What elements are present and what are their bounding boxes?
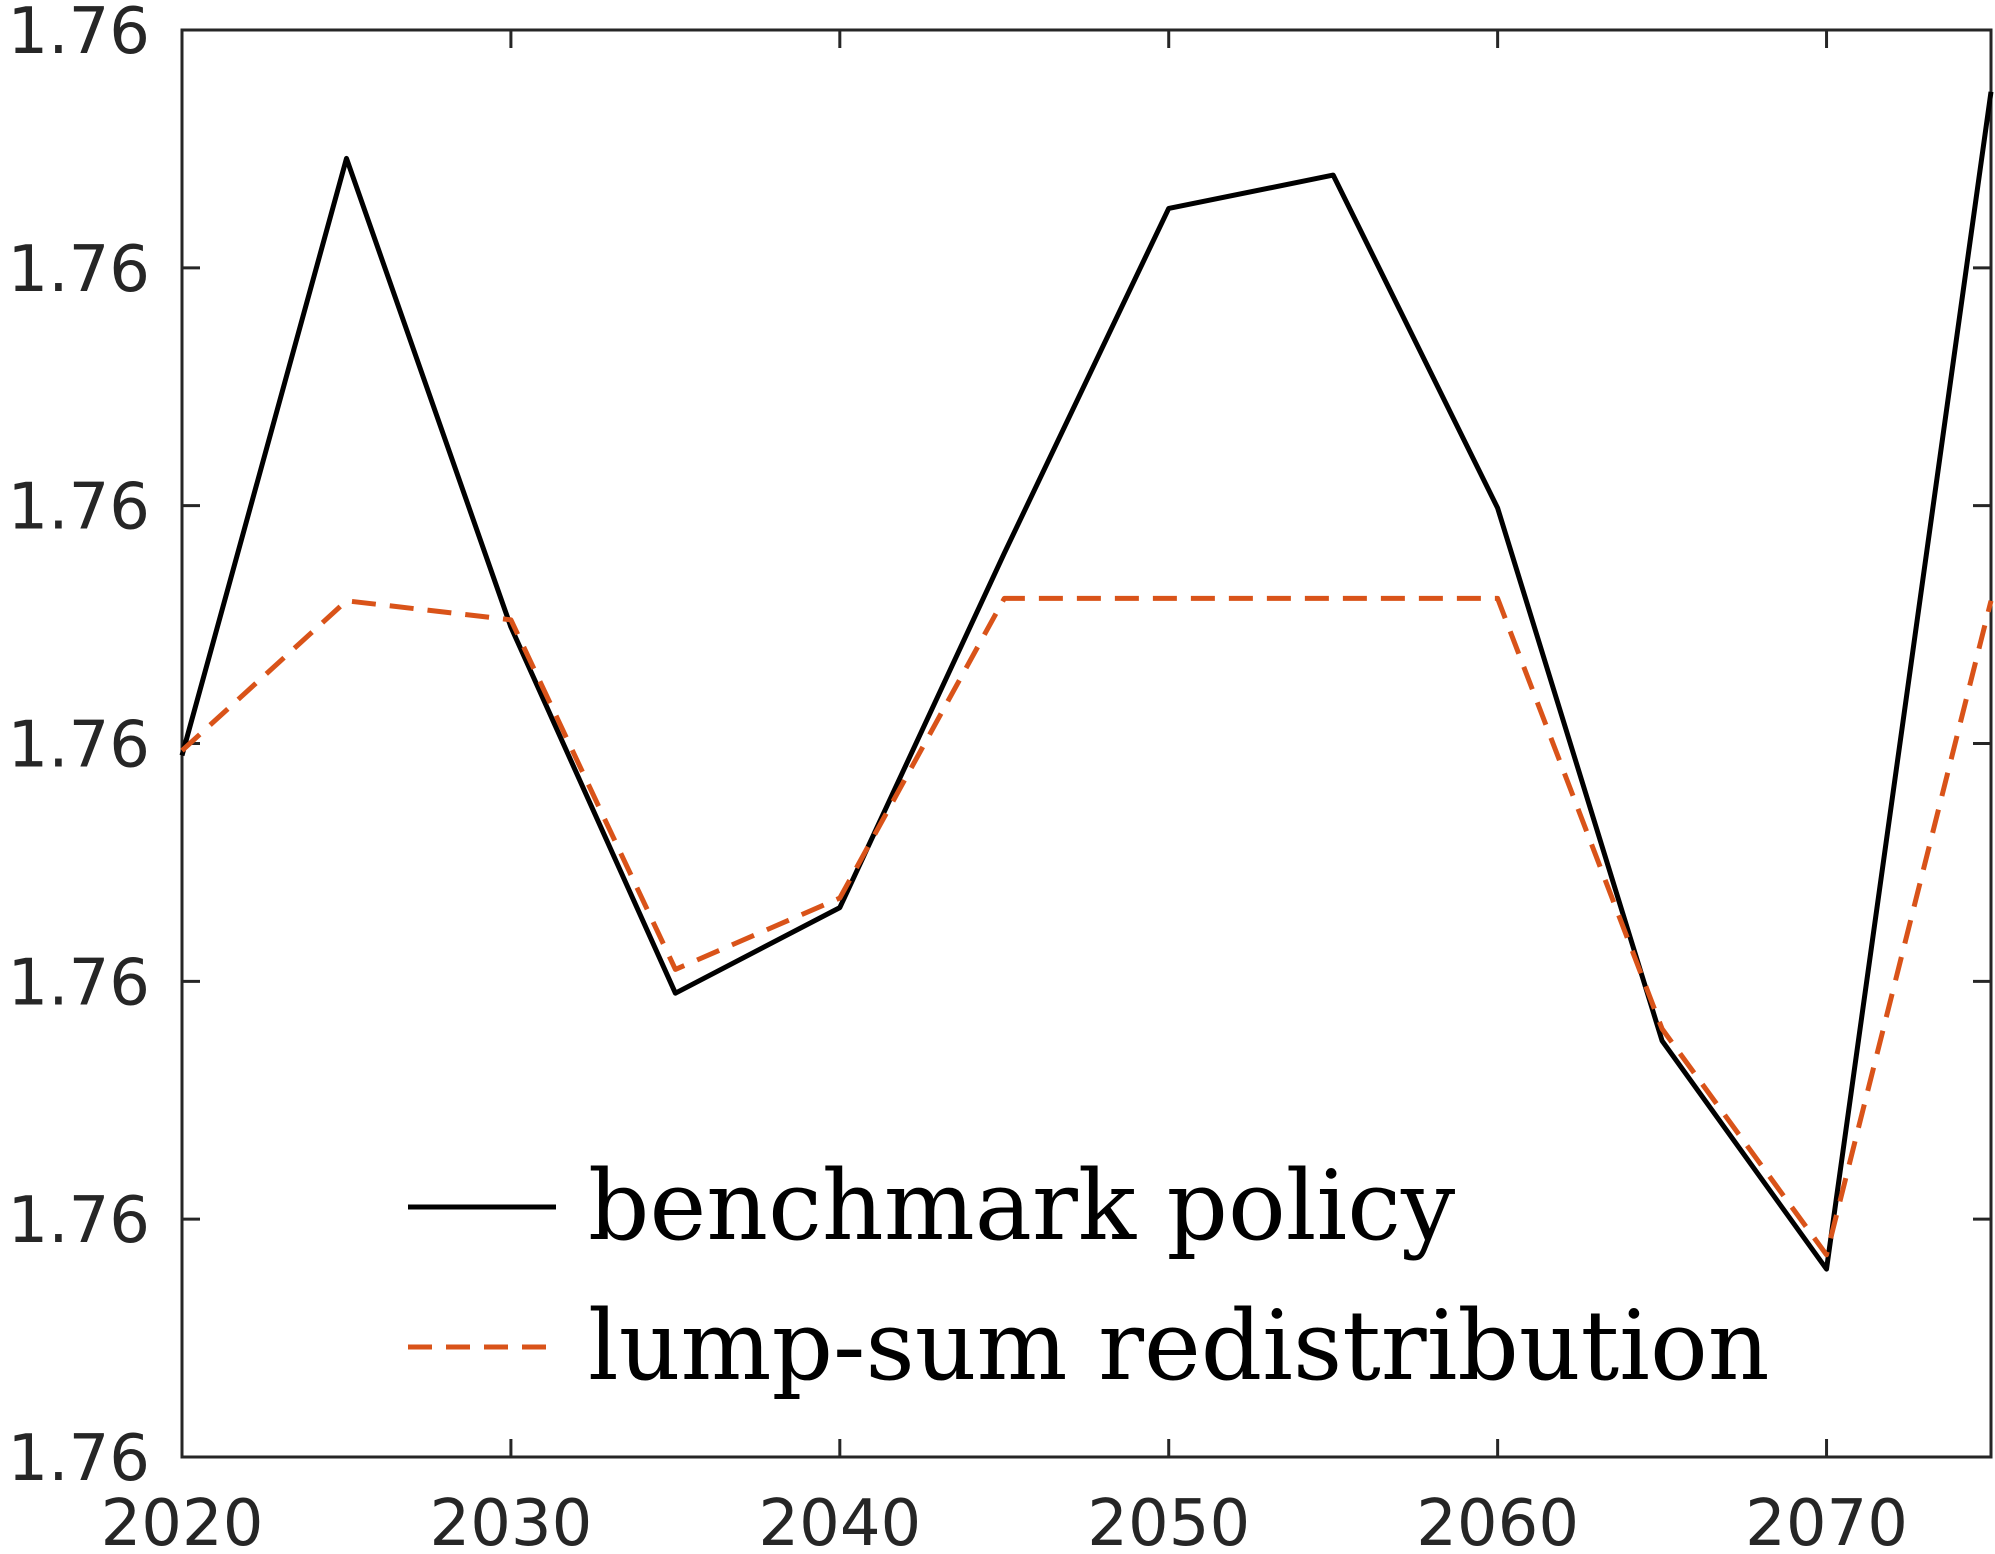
x-tick-label: 2060 xyxy=(1416,1487,1579,1554)
series-line-benchmark-policy xyxy=(179,91,1994,1272)
y-tick-label: 1.76 xyxy=(8,1422,151,1496)
x-tick-label: 2050 xyxy=(1087,1487,1250,1554)
y-tick-label: 1.76 xyxy=(8,233,151,307)
x-tick-label: 2070 xyxy=(1745,1487,1908,1554)
y-axis: 1.76 1.76 1.76 1.76 1.76 1.76 1.76 xyxy=(8,0,1991,1496)
legend: benchmark policy lump-sum redistribution xyxy=(408,1150,1770,1402)
series-line-lump-sum-redistribution xyxy=(180,595,1994,1258)
y-tick-label: 1.76 xyxy=(8,1184,151,1258)
y-tick-label: 1.76 xyxy=(8,709,151,783)
plot-area: 2020 2030 2040 2050 2060 2070 1.761.761.761.7… xyxy=(8,0,1994,1554)
x-axis: 2020 2030 2040 2050 2060 2070 xyxy=(101,30,1908,1554)
series-layer xyxy=(179,91,1994,1272)
legend-label-lump-sum-redistribution: lump-sum redistribution xyxy=(588,1290,1770,1402)
x-tick-label: 2020 xyxy=(101,1487,264,1554)
legend-label-benchmark-policy: benchmark policy xyxy=(588,1150,1455,1262)
y-tick-label: 1.76 xyxy=(8,0,151,69)
x-tick-label: 2040 xyxy=(758,1487,921,1554)
y-tick-label: 1.76 xyxy=(8,471,151,545)
y-tick-label: 1.76 xyxy=(8,946,151,1020)
x-tick-label: 2030 xyxy=(429,1487,592,1554)
